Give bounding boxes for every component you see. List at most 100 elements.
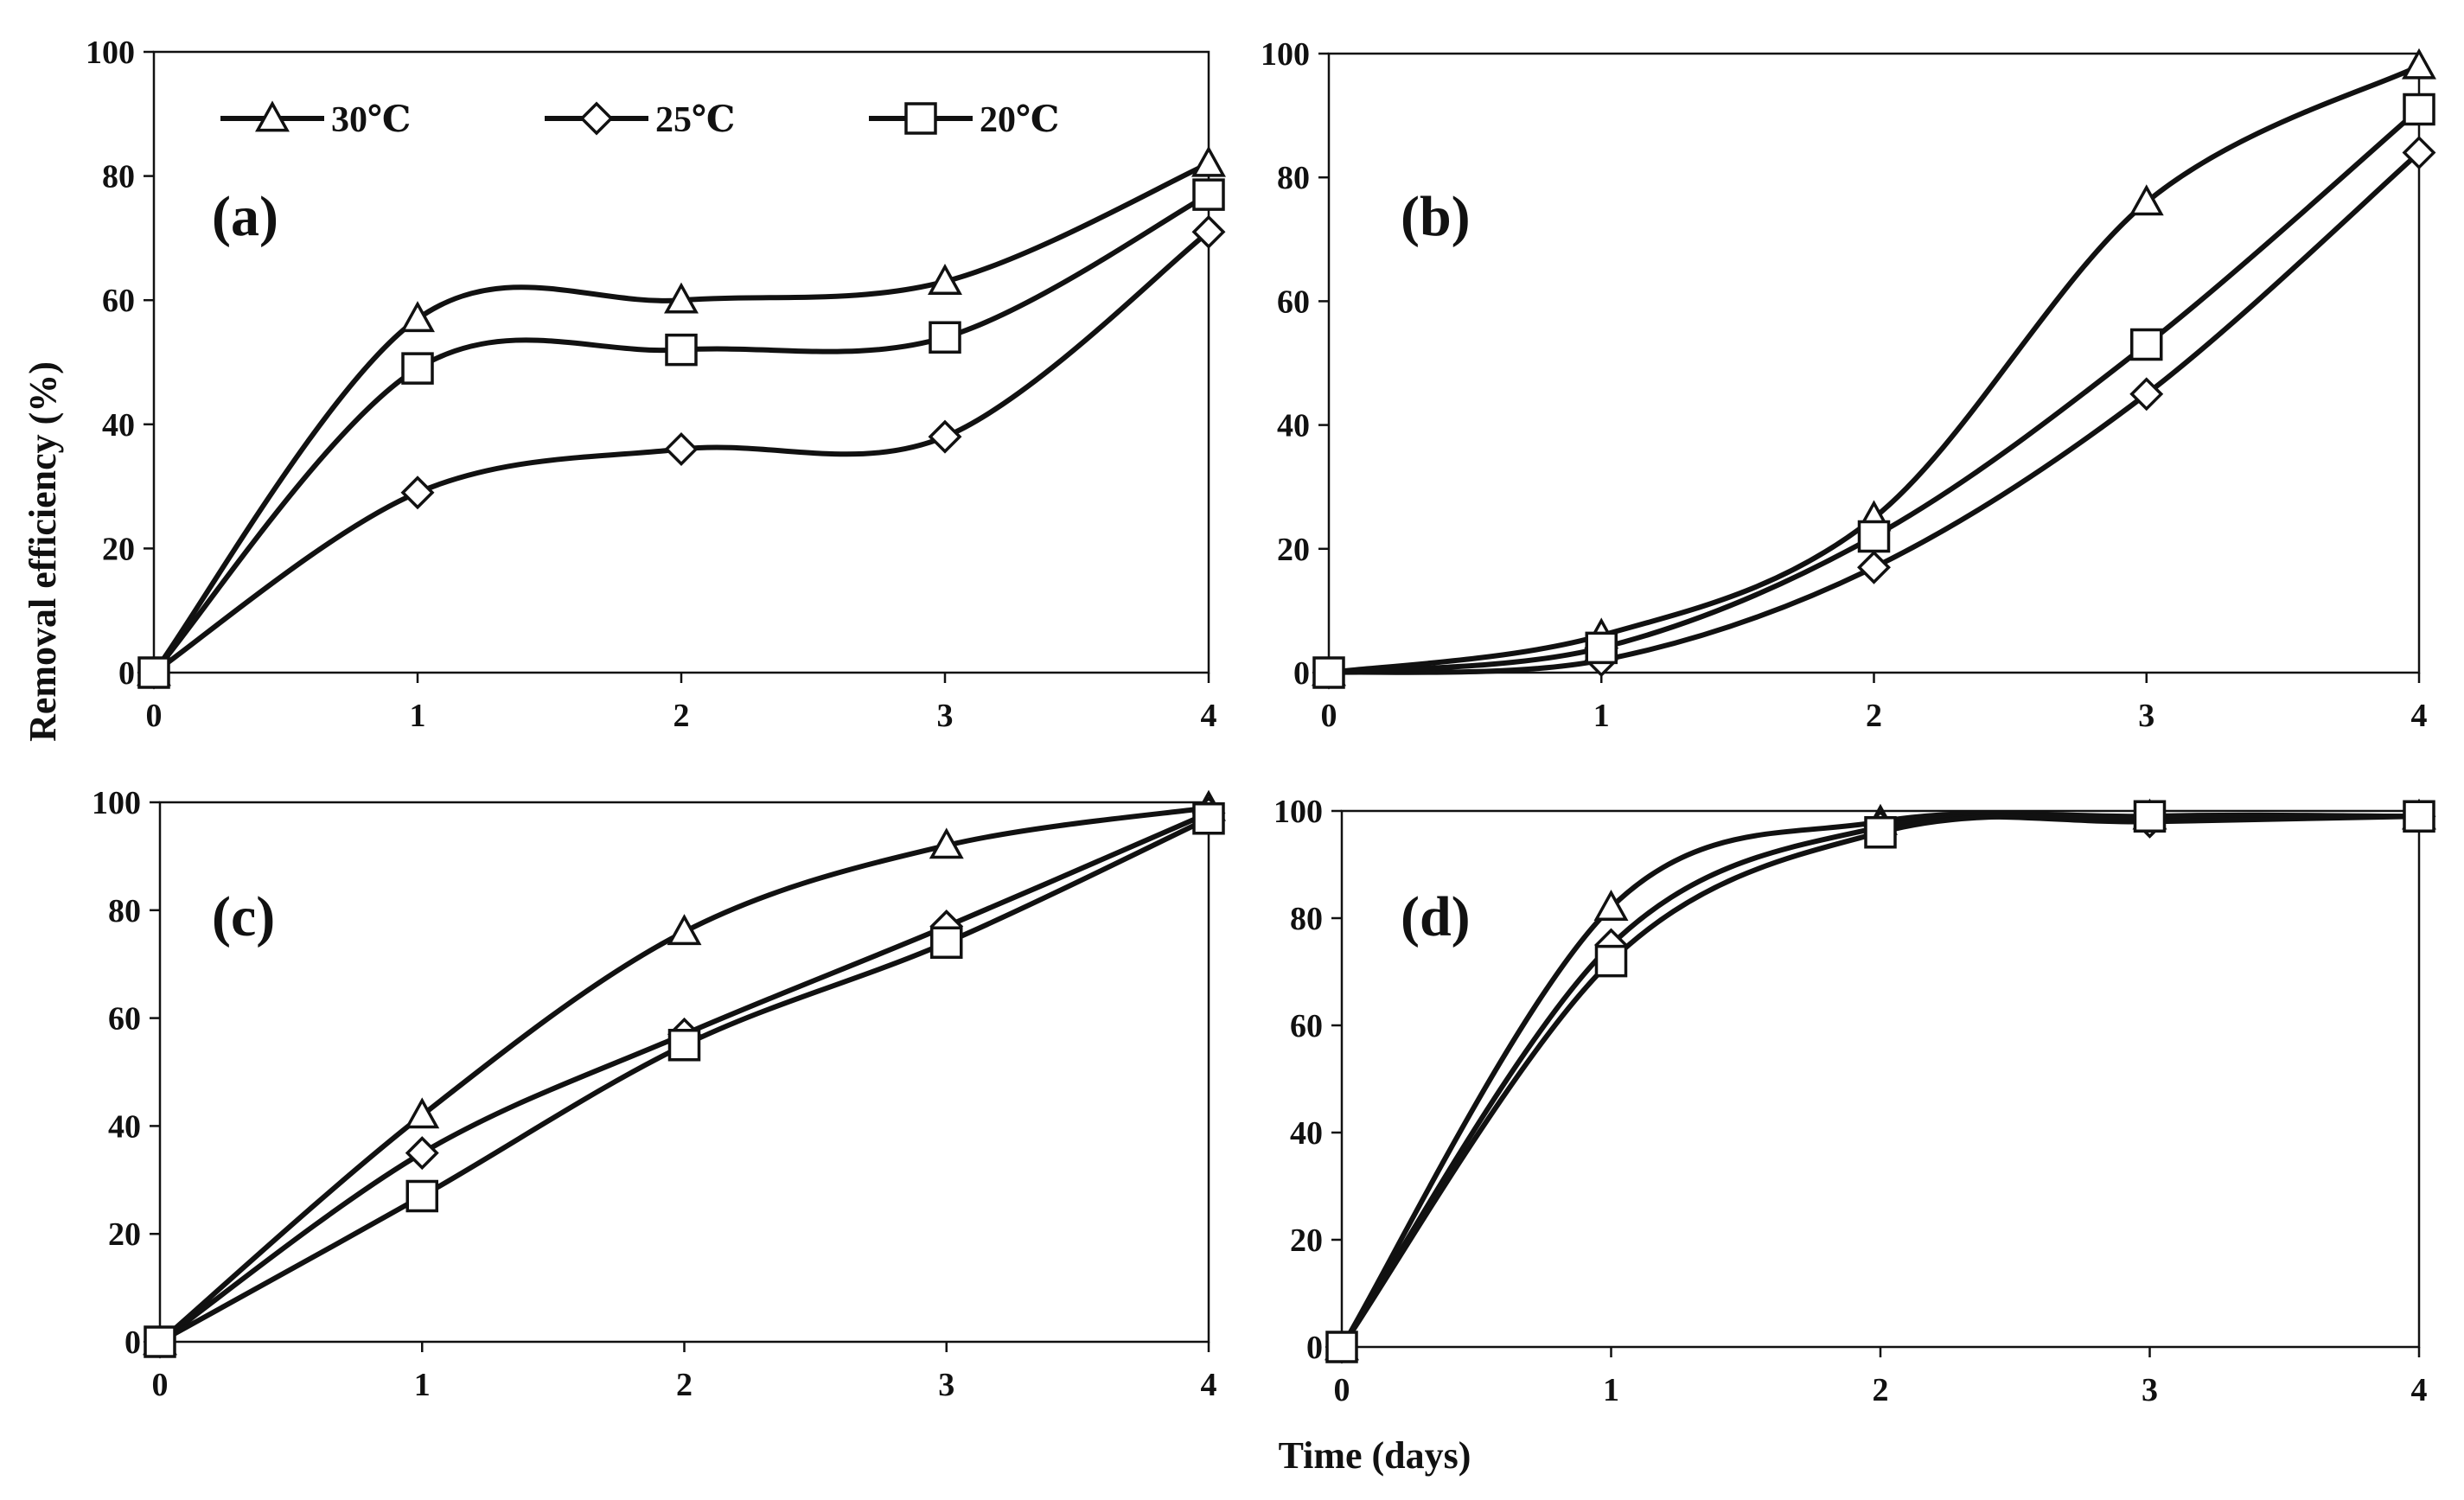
x-tick-label: 4	[2411, 1372, 2428, 1408]
x-tick-label: 1	[1603, 1372, 1619, 1408]
series-line	[1326, 150, 2422, 675]
x-axis-title: Time (days)	[1279, 1434, 1471, 1477]
data-point-square	[144, 1325, 176, 1358]
panel-1: 0 20 40 60 80 100 0 1 2 3 4 (b)	[1261, 36, 2436, 734]
data-point-diamond	[2129, 377, 2164, 412]
series-diamond	[143, 796, 1226, 1359]
x-tick-label: 2	[676, 1367, 693, 1403]
data-point-square	[401, 352, 434, 385]
panel-2: 0 20 40 60 80 100 0 1 2 3 4 (c)	[92, 785, 1226, 1403]
data-point-triangle	[400, 301, 435, 333]
y-axis-title: Removal efficiency (%)	[22, 361, 64, 742]
legend-marker-diamond	[579, 101, 614, 136]
data-point-triangle	[405, 1097, 440, 1129]
y-tick-label: 40	[102, 407, 135, 444]
panel-label: (a)	[212, 185, 278, 248]
series-square	[144, 801, 1225, 1358]
series-diamond	[1312, 136, 2436, 690]
y-tick-label: 80	[108, 893, 141, 929]
x-tick-label: 0	[152, 1367, 169, 1403]
y-tick-label: 60	[102, 283, 135, 319]
data-point-diamond	[928, 419, 962, 454]
y-tick-label: 80	[1277, 160, 1310, 196]
series-triangle	[1312, 48, 2436, 686]
data-point-square	[2403, 93, 2435, 126]
data-point-square	[1594, 944, 1628, 978]
legend-label: 20℃	[980, 100, 1059, 140]
data-point-square	[1864, 816, 1897, 849]
y-tick-label: 0	[124, 1324, 141, 1361]
data-point-square	[2133, 800, 2167, 833]
data-point-diamond	[400, 476, 435, 510]
x-tick-label: 4	[2411, 698, 2428, 734]
data-point-triangle	[929, 827, 964, 859]
panel-3: 0 20 40 60 80 100 0 1 2 3 4 (d)	[1273, 794, 2436, 1408]
y-tick-label: 60	[1277, 284, 1310, 320]
series-square	[1312, 93, 2435, 689]
x-tick-label: 0	[1334, 1372, 1350, 1408]
x-tick-label: 1	[414, 1367, 431, 1403]
data-point-square	[405, 1179, 438, 1213]
y-tick-label: 20	[1290, 1222, 1323, 1259]
series-diamond	[137, 214, 1226, 690]
data-point-diamond	[405, 1136, 439, 1171]
data-point-square	[2403, 800, 2435, 833]
y-tick-label: 100	[1273, 794, 1323, 830]
data-point-triangle	[667, 914, 702, 946]
data-point-square	[665, 333, 698, 367]
data-point-square	[1325, 1331, 1358, 1363]
data-point-square	[1192, 801, 1225, 835]
panel-0: 0 20 40 60 80 100 0 1 2 3 4 (a)	[86, 35, 1226, 734]
x-tick-label: 2	[1873, 1372, 1889, 1408]
y-tick-label: 80	[1290, 901, 1323, 937]
data-point-triangle	[1191, 145, 1226, 177]
x-tick-label: 0	[146, 698, 163, 734]
plot-frame	[1340, 809, 2421, 1349]
series-line	[157, 805, 1211, 1344]
data-point-triangle	[928, 264, 962, 296]
series-line	[1326, 63, 2422, 675]
y-tick-label: 80	[102, 159, 135, 195]
x-tick-label: 3	[2138, 698, 2154, 734]
series-square	[137, 178, 1225, 689]
y-tick-label: 40	[108, 1108, 141, 1145]
series-triangle	[137, 145, 1226, 686]
data-point-diamond	[664, 432, 699, 466]
x-tick-label: 1	[410, 698, 426, 734]
panel-label: (b)	[1401, 185, 1471, 248]
series-line	[1339, 812, 2422, 1350]
data-point-diamond	[2402, 136, 2436, 170]
legend-marker-square	[904, 102, 937, 135]
data-point-square	[929, 321, 961, 354]
x-tick-label: 4	[1201, 698, 1217, 734]
legend-item: 20℃	[869, 100, 1059, 140]
series-line	[151, 161, 1211, 675]
x-tick-label: 0	[1321, 698, 1337, 734]
series-triangle	[1325, 798, 2436, 1361]
legend-marker-triangle	[255, 100, 290, 132]
data-point-square	[667, 1029, 701, 1062]
data-point-square	[1585, 631, 1618, 665]
y-tick-label: 40	[1290, 1115, 1323, 1152]
y-tick-label: 20	[102, 531, 135, 567]
y-tick-label: 60	[108, 1001, 141, 1037]
x-tick-label: 1	[1593, 698, 1610, 734]
series-line	[157, 815, 1211, 1344]
data-point-square	[1312, 656, 1345, 689]
x-tick-label: 2	[673, 698, 690, 734]
data-point-triangle	[1593, 889, 1629, 921]
data-point-diamond	[1191, 214, 1226, 249]
data-point-triangle	[2129, 184, 2164, 216]
data-point-square	[1192, 178, 1225, 211]
legend-item: 30℃	[220, 100, 411, 140]
legend: 30℃ 25℃ 20℃	[220, 100, 1059, 140]
series-square	[1325, 800, 2435, 1363]
data-point-square	[137, 656, 170, 689]
legend-label: 25℃	[655, 100, 735, 140]
y-tick-label: 20	[108, 1216, 141, 1253]
data-point-triangle	[664, 282, 699, 314]
y-tick-label: 0	[118, 655, 135, 692]
x-tick-label: 2	[1866, 698, 1882, 734]
y-tick-label: 20	[1277, 532, 1310, 568]
